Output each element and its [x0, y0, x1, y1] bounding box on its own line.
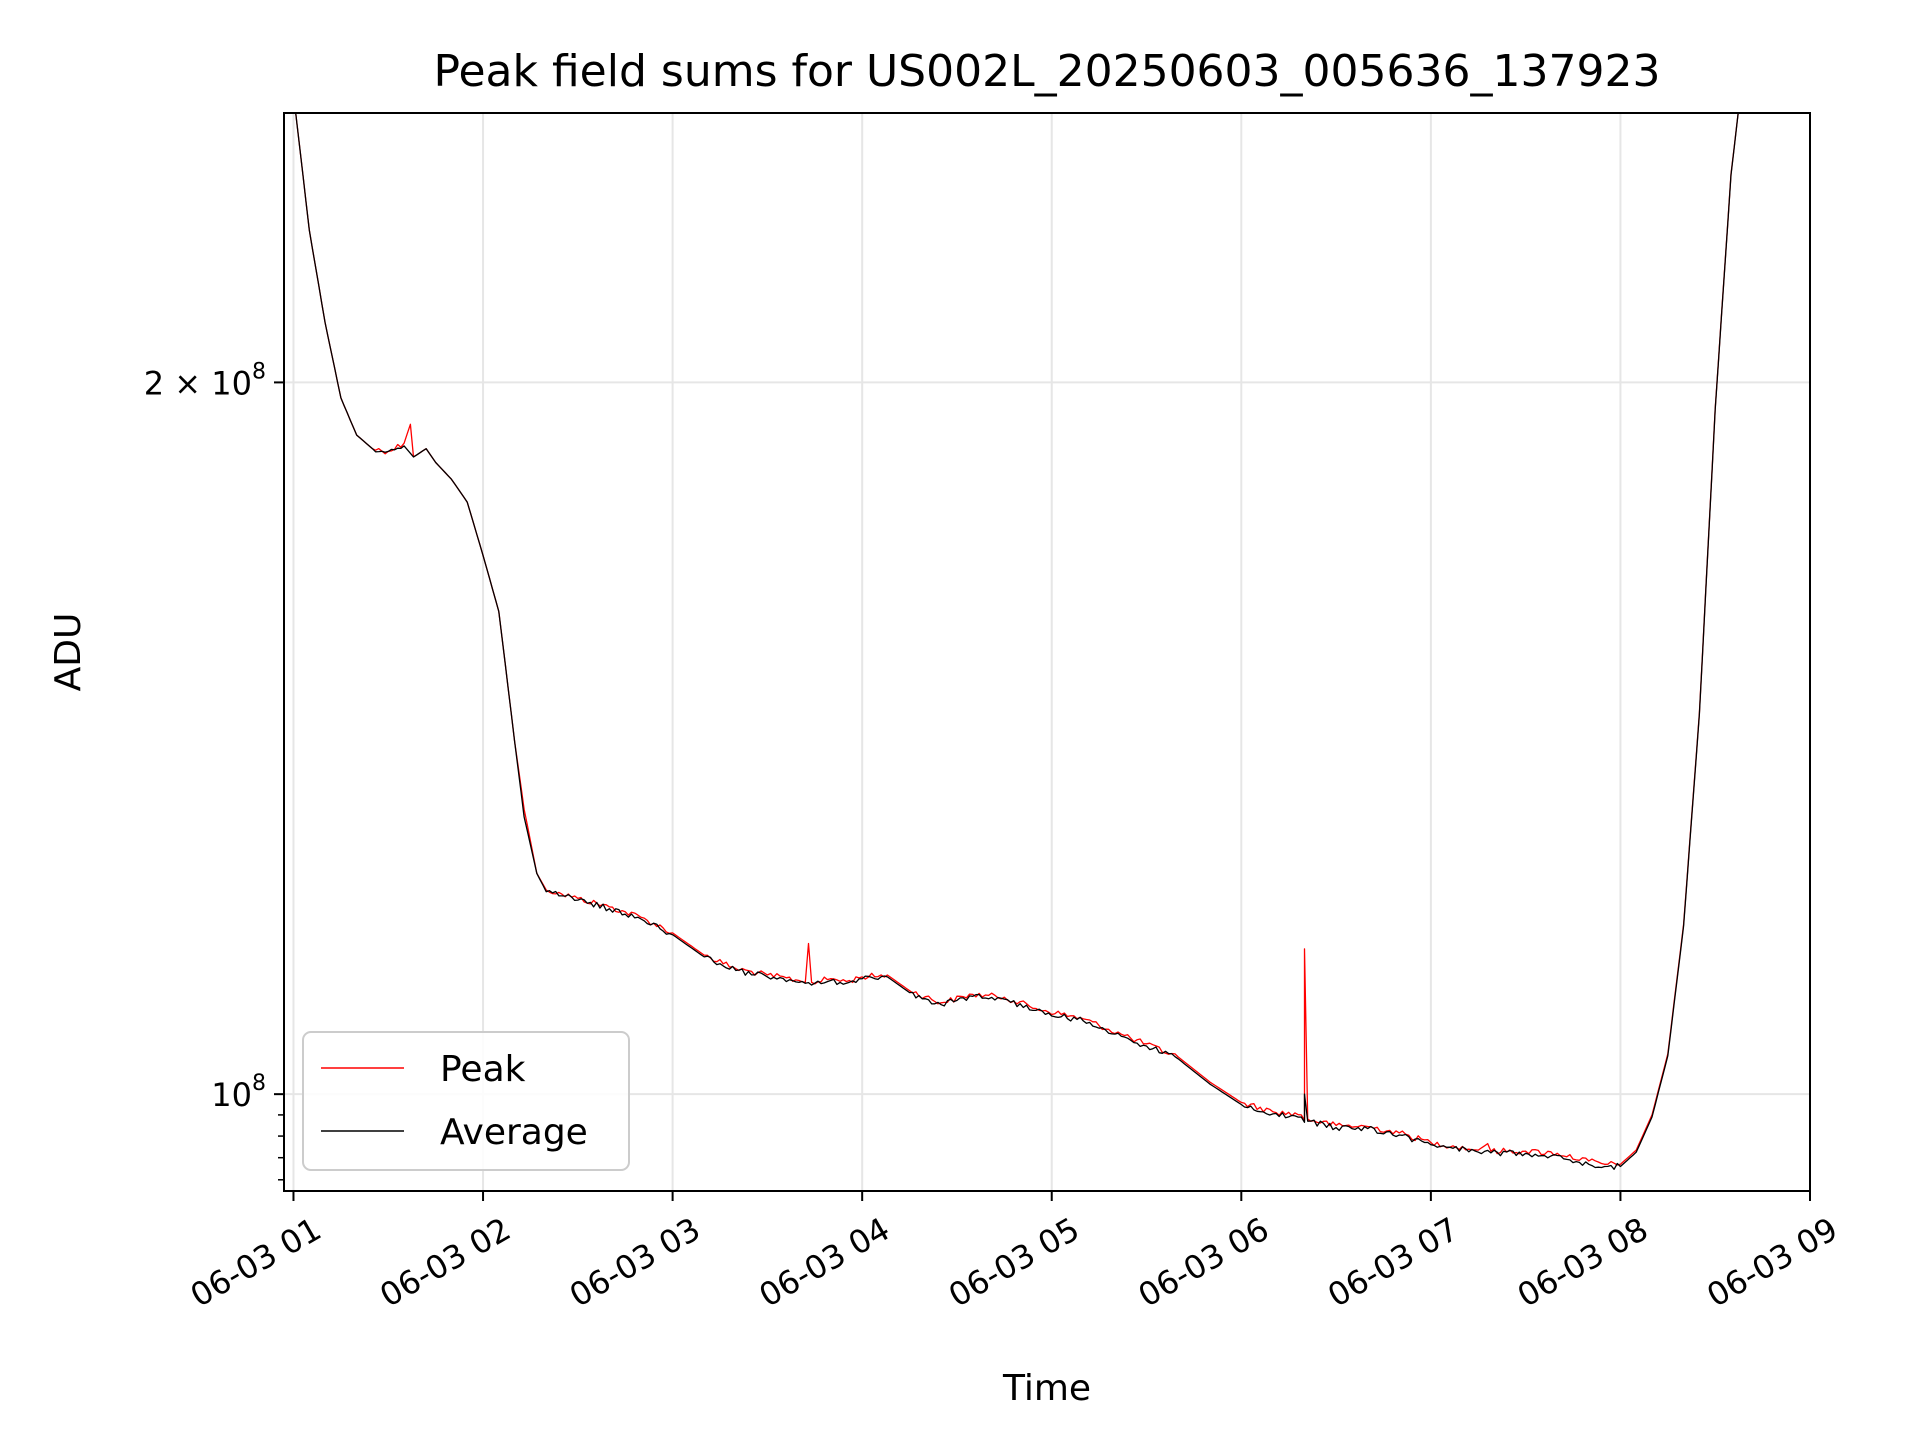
legend: Peak Average [302, 1031, 630, 1171]
y-axis-label: ADU [48, 613, 89, 692]
series-layer [295, 113, 1739, 1170]
y-tick-label: 2 × 108 [144, 359, 266, 402]
legend-peak-label: Peak [440, 1049, 526, 1090]
chart-title: Peak field sums for US002L_20250603_0056… [434, 46, 1661, 97]
x-axis-label: Time [1002, 1368, 1091, 1409]
series-line-average [295, 113, 1739, 1170]
legend-box [302, 1031, 630, 1171]
y-tick-label: 108 [211, 1071, 266, 1114]
plot-frame [283, 112, 1811, 1192]
y-axis: 108 2 × 108 [144, 359, 284, 1181]
legend-average-label: Average [440, 1112, 588, 1153]
